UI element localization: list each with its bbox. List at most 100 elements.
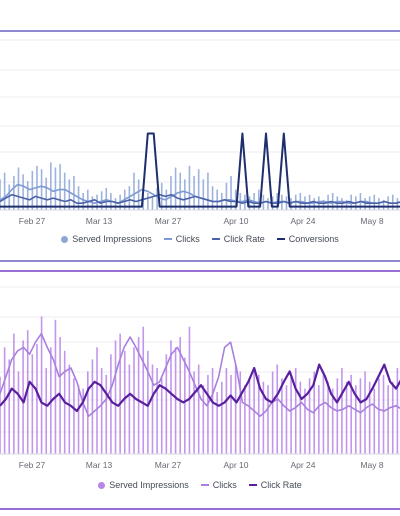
bar: [82, 193, 84, 210]
bar: [184, 179, 186, 210]
bar: [188, 326, 191, 454]
legend-item[interactable]: Click Rate: [211, 234, 265, 244]
legend-item[interactable]: Served Impressions: [98, 480, 189, 490]
bar: [8, 184, 11, 210]
x-tick-label: Mar 27: [155, 216, 182, 226]
bar: [350, 374, 352, 454]
bar: [179, 172, 182, 210]
bar: [207, 374, 209, 454]
series-click-rate-line: [0, 363, 400, 413]
bar: [0, 179, 1, 210]
bar: [244, 385, 246, 454]
bar: [114, 340, 117, 454]
bar: [31, 354, 34, 454]
x-tick-label: May 8: [360, 460, 383, 470]
bar: [22, 340, 24, 454]
legend-item[interactable]: Clicks: [200, 480, 237, 490]
bar: [63, 172, 66, 210]
bar: [391, 381, 394, 454]
bar: [230, 176, 232, 210]
bar: [211, 186, 214, 210]
bar: [248, 378, 251, 454]
bar: [22, 174, 24, 210]
bar: [156, 368, 158, 454]
bar: [174, 167, 177, 210]
x-tick-label: Mar 13: [86, 216, 113, 226]
bar: [105, 374, 108, 454]
bar: [137, 337, 140, 454]
bar: [184, 357, 186, 454]
bar: [197, 169, 200, 210]
bar: [396, 198, 399, 210]
series-clicks-line: [0, 332, 400, 417]
legend-label: Clicks: [175, 234, 200, 244]
legend-item[interactable]: Click Rate: [248, 480, 302, 490]
x-tick-label: Feb 27: [19, 460, 46, 470]
bar: [13, 333, 15, 454]
bar: [290, 374, 292, 454]
legend-swatch-icon: [276, 238, 285, 240]
bar: [257, 189, 260, 210]
legend-label: Served Impressions: [109, 480, 189, 490]
bar: [40, 316, 43, 454]
bar: [341, 198, 343, 210]
legend-item[interactable]: Conversions: [276, 234, 339, 244]
x-tick-label: Mar 27: [155, 460, 182, 470]
bar: [327, 381, 329, 454]
bar: [322, 374, 325, 454]
bar: [137, 179, 140, 210]
bar: [318, 385, 320, 454]
bar: [45, 368, 48, 454]
bar: [299, 381, 302, 454]
bar: [373, 194, 376, 210]
bar: [322, 199, 325, 210]
bar: [211, 368, 214, 454]
bar: [373, 388, 376, 454]
bar: [202, 179, 205, 210]
bar: [382, 374, 385, 454]
bar: [50, 162, 52, 210]
bar: [387, 385, 389, 454]
bar: [73, 176, 75, 210]
bar: [68, 364, 71, 454]
bar: [128, 186, 131, 210]
legend-item[interactable]: Served Impressions: [61, 234, 152, 244]
bar: [193, 176, 195, 210]
bar: [160, 378, 163, 454]
bar: [382, 199, 385, 210]
x-tick-label: Apr 24: [290, 216, 315, 226]
bar: [220, 381, 223, 454]
bar: [331, 388, 334, 454]
bar: [96, 347, 98, 454]
bar: [368, 381, 371, 454]
bar: [82, 388, 84, 454]
bar: [110, 354, 112, 454]
bar: [336, 378, 339, 454]
bar: [262, 381, 265, 454]
bar: [364, 198, 366, 210]
bar: [26, 181, 29, 210]
bar: [17, 371, 20, 454]
bar: [308, 378, 311, 454]
chart-1-legend: Served Impressions Clicks Click Rate Conver…: [0, 234, 400, 244]
bar: [220, 193, 223, 210]
bar: [8, 359, 11, 454]
bar: [267, 385, 269, 454]
x-tick-label: Apr 10: [223, 460, 248, 470]
bar: [73, 378, 75, 454]
bar: [77, 385, 80, 454]
bar: [216, 189, 218, 210]
legend-label: Conversions: [288, 234, 339, 244]
bar: [45, 177, 48, 210]
bar: [91, 359, 94, 454]
bar: [17, 167, 20, 210]
chart-1-plot: Feb 27 Mar 13 Mar 27 Apr 10 Apr 24 May 8: [0, 39, 400, 226]
bar: [267, 198, 269, 210]
legend-item[interactable]: Clicks: [163, 234, 200, 244]
bar: [378, 378, 380, 454]
bar: [105, 187, 108, 210]
bar: [100, 368, 103, 454]
bar: [216, 392, 218, 454]
x-tick-label: Apr 10: [223, 216, 248, 226]
bar: [239, 371, 242, 454]
